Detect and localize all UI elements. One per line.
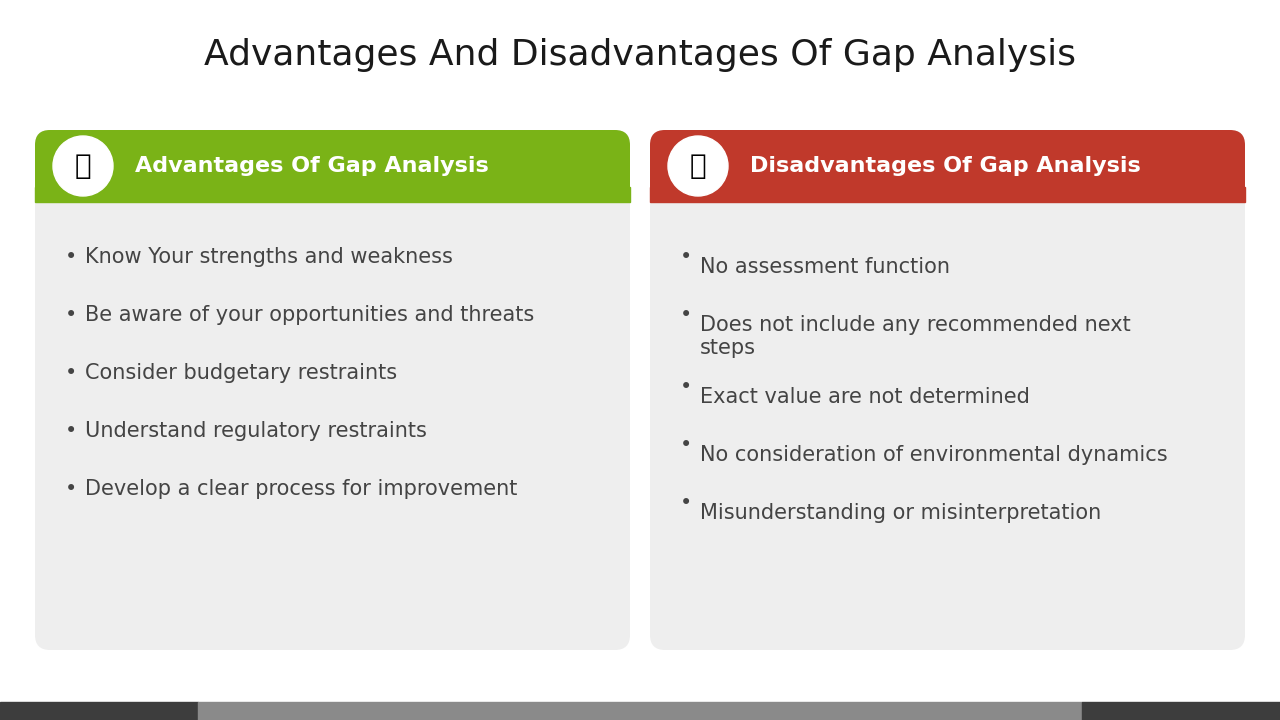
Text: •: • xyxy=(65,305,77,325)
Text: Exact value are not determined: Exact value are not determined xyxy=(700,387,1030,407)
FancyBboxPatch shape xyxy=(650,130,1245,202)
Text: No consideration of environmental dynamics: No consideration of environmental dynami… xyxy=(700,445,1167,465)
Text: Advantages And Disadvantages Of Gap Analysis: Advantages And Disadvantages Of Gap Anal… xyxy=(204,38,1076,72)
Circle shape xyxy=(668,136,728,196)
Text: 👍: 👍 xyxy=(74,152,91,180)
Text: •: • xyxy=(65,479,77,499)
Text: Consider budgetary restraints: Consider budgetary restraints xyxy=(84,363,397,383)
Text: •: • xyxy=(680,493,692,513)
Text: No assessment function: No assessment function xyxy=(700,257,950,277)
FancyBboxPatch shape xyxy=(650,130,1245,650)
Text: 👎: 👎 xyxy=(690,152,707,180)
Bar xyxy=(35,187,630,202)
Text: Know Your strengths and weakness: Know Your strengths and weakness xyxy=(84,247,453,267)
Text: •: • xyxy=(65,421,77,441)
Text: Misunderstanding or misinterpretation: Misunderstanding or misinterpretation xyxy=(700,503,1101,523)
Circle shape xyxy=(52,136,113,196)
Bar xyxy=(198,702,1082,720)
Text: •: • xyxy=(680,435,692,455)
Text: Does not include any recommended next
steps: Does not include any recommended next st… xyxy=(700,315,1130,358)
Text: Be aware of your opportunities and threats: Be aware of your opportunities and threa… xyxy=(84,305,534,325)
Text: •: • xyxy=(680,377,692,397)
Text: Advantages Of Gap Analysis: Advantages Of Gap Analysis xyxy=(134,156,489,176)
Text: •: • xyxy=(65,363,77,383)
Bar xyxy=(1082,702,1280,720)
Text: Develop a clear process for improvement: Develop a clear process for improvement xyxy=(84,479,517,499)
FancyBboxPatch shape xyxy=(35,130,630,202)
Text: •: • xyxy=(680,305,692,325)
FancyBboxPatch shape xyxy=(35,130,630,650)
Text: Understand regulatory restraints: Understand regulatory restraints xyxy=(84,421,426,441)
Text: Disadvantages Of Gap Analysis: Disadvantages Of Gap Analysis xyxy=(750,156,1140,176)
Bar xyxy=(0,702,198,720)
Text: •: • xyxy=(65,247,77,267)
Bar xyxy=(650,187,1245,202)
Text: •: • xyxy=(680,247,692,267)
